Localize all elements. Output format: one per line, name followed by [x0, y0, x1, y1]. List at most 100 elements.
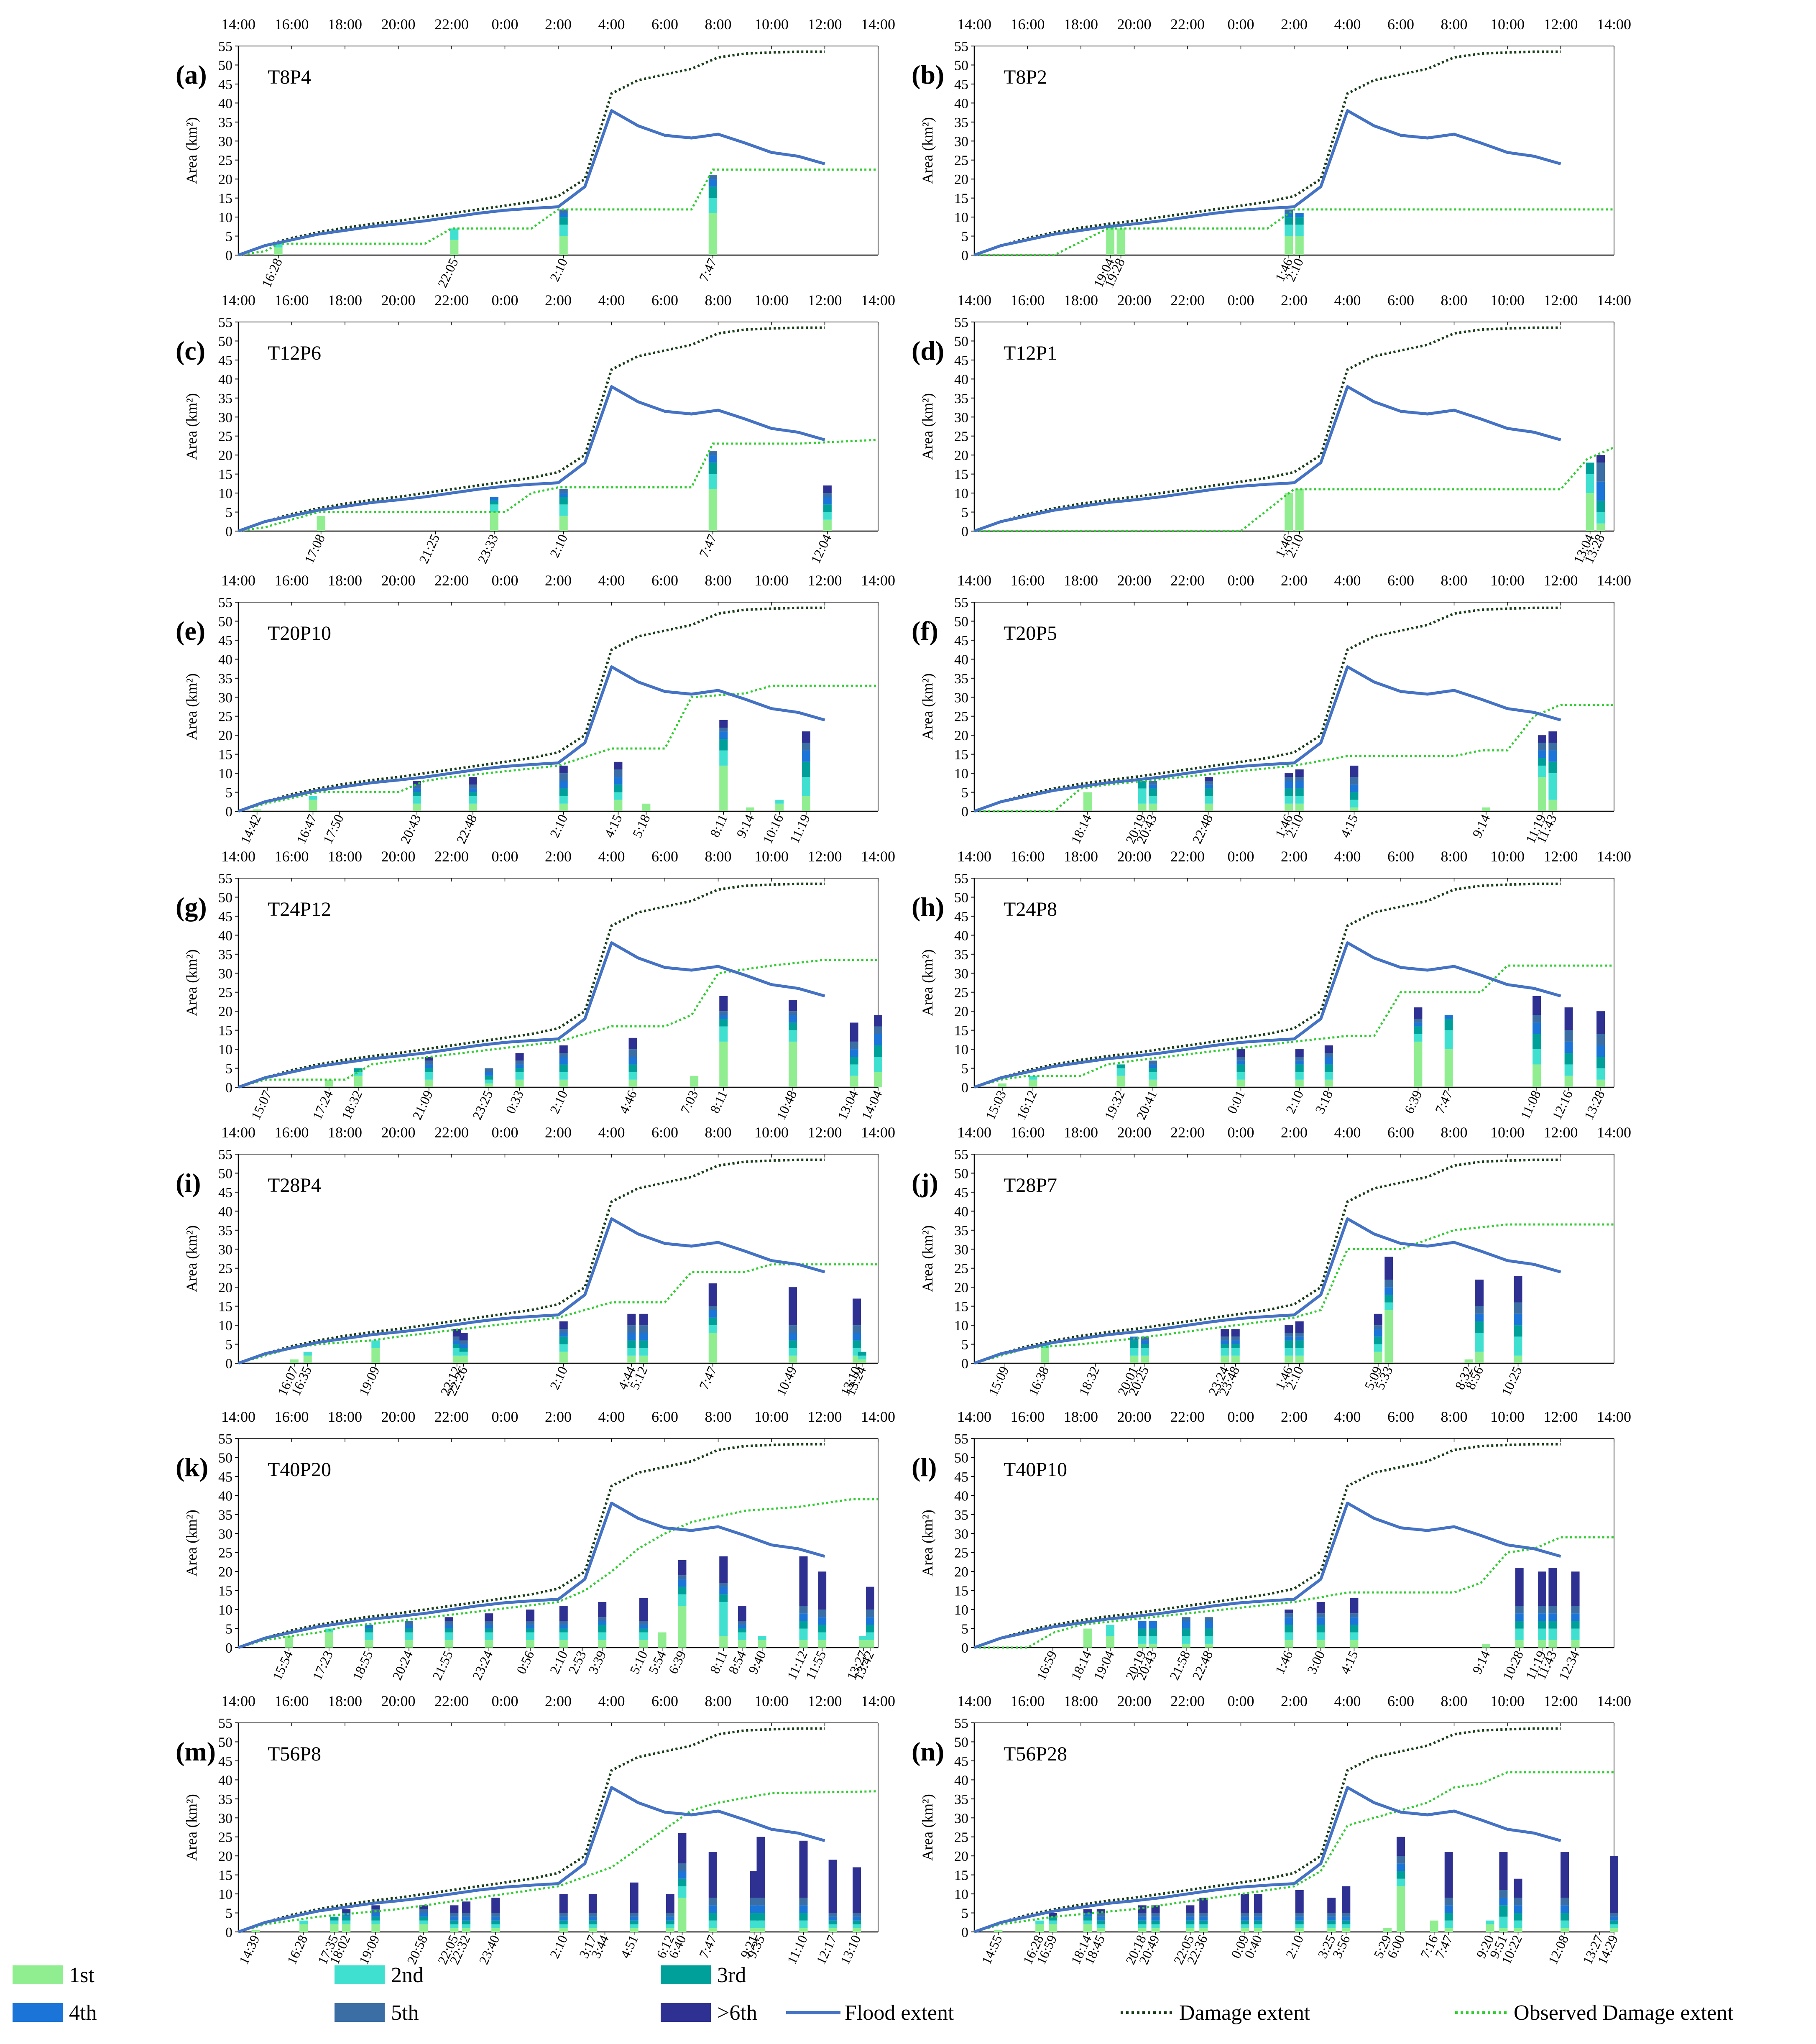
bar-segment-first — [1538, 777, 1546, 811]
bar-segment-sixth_plus — [444, 1617, 453, 1621]
bar-segment-second — [371, 1340, 380, 1348]
bar-segment-fifth — [1564, 1030, 1573, 1042]
bar-segment-first — [690, 1076, 699, 1087]
bar-segment-second — [405, 1632, 413, 1640]
x-tick-label: 20:58 — [404, 1933, 430, 1967]
x-tick-label: 10:25 — [1498, 1364, 1525, 1398]
x-tick-label: 7:47 — [696, 1364, 720, 1392]
y-axis-label: Area (km²) — [183, 1225, 200, 1292]
bar-segment-first — [828, 1928, 837, 1932]
flood-extent-line — [973, 1786, 1561, 1934]
bar-segment-second — [490, 504, 498, 512]
bar-segment-third — [452, 1344, 461, 1348]
bar-segment-first — [1106, 1636, 1115, 1648]
y-tick-label: 50 — [954, 1450, 968, 1466]
y-tick-label: 50 — [218, 58, 232, 73]
bar-segment-first — [874, 1072, 882, 1087]
bar-segment-fifth — [627, 1325, 636, 1333]
chart-panel: 14:00 16:00 18:00 20:00 22:00 0:00 2:00 4:00 6:0… — [912, 1124, 1631, 1398]
y-tick-label: 45 — [954, 1469, 968, 1485]
bar-segment-fourth — [828, 1916, 837, 1921]
bar-segment-sixth_plus — [1324, 1045, 1333, 1053]
bar-segment-fifth — [850, 1041, 858, 1050]
panel-title: T40P10 — [1004, 1459, 1067, 1481]
bar-segment-first — [1374, 1352, 1382, 1363]
legend-swatch-third — [661, 1965, 711, 1984]
bar-segment-first — [450, 240, 459, 255]
bar-segment-fifth — [719, 728, 728, 732]
bar-segment-third — [874, 1045, 882, 1057]
x-tick-label: 8:11 — [707, 1088, 730, 1116]
bar-segment-fifth — [559, 1621, 568, 1625]
bar-segment-second — [303, 1352, 312, 1356]
bar-segment-second — [1499, 1916, 1508, 1928]
bar-segment-second — [799, 1920, 808, 1928]
y-tick-label: 55 — [218, 871, 232, 887]
bar-segment-third — [1342, 1920, 1351, 1924]
top-axis-tick-label: 4:00 — [598, 292, 625, 309]
bar-segment-second — [1236, 1072, 1245, 1080]
x-tick-label: 9:40 — [745, 1648, 769, 1676]
y-tick-label: 50 — [954, 1735, 968, 1750]
bar-segment-fourth — [1182, 1621, 1190, 1629]
bar-segment-first — [1141, 1355, 1149, 1363]
y-tick-label: 40 — [218, 652, 232, 667]
bar-segment-fourth — [666, 1916, 674, 1921]
bar-segment-sixth_plus — [719, 1556, 728, 1583]
bar-segment-first — [1149, 803, 1157, 811]
bar-segment-fourth — [708, 1310, 717, 1318]
top-axis-tick-label: 2:00 — [545, 572, 572, 589]
y-tick-label: 25 — [954, 429, 968, 445]
x-tick-label: 23:24 — [469, 1648, 496, 1682]
x-tick-label: 4:51 — [617, 1933, 641, 1961]
y-tick-label: 45 — [954, 633, 968, 649]
bar-segment-sixth_plus — [789, 1287, 797, 1326]
bar-segment-third — [526, 1628, 535, 1633]
bar-segment-second — [452, 1348, 461, 1356]
top-axis-tick-label: 0:00 — [491, 848, 518, 865]
bar-segment-sixth_plus — [1295, 1890, 1304, 1913]
bar-segment-second — [515, 1072, 524, 1080]
top-axis-tick-label: 12:00 — [807, 16, 842, 33]
bar-segment-first — [462, 1928, 471, 1932]
y-tick-label: 15 — [218, 1868, 232, 1883]
bar-segment-first — [1285, 236, 1293, 255]
bar-segment-sixth_plus — [1083, 1909, 1092, 1913]
y-tick-label: 50 — [954, 334, 968, 349]
legend-label: 2nd — [391, 1963, 424, 1987]
y-axis-label: Area (km²) — [919, 1510, 936, 1576]
bar-segment-third — [1548, 1621, 1557, 1629]
bar-segment-fourth — [1342, 1916, 1351, 1921]
chart-panel: 14:00 16:00 18:00 20:00 22:00 0:00 2:00 4:00 6:0… — [176, 1124, 895, 1398]
y-tick-label: 45 — [218, 1754, 232, 1769]
bar-segment-first — [1316, 1640, 1325, 1648]
chart-panel: 14:00 16:00 18:00 20:00 22:00 0:00 2:00 4:00 6:0… — [176, 292, 895, 566]
bar-segment-third — [1414, 1026, 1423, 1034]
y-tick-label: 30 — [954, 134, 968, 149]
bar-segment-first — [1285, 803, 1293, 811]
bar-segment-first — [799, 1928, 808, 1932]
bar-segment-first — [1040, 1348, 1049, 1363]
bar-segment-first — [419, 1924, 428, 1932]
top-axis-tick-label: 6:00 — [1387, 1408, 1414, 1425]
y-tick-label: 30 — [218, 1811, 232, 1826]
y-tick-label: 55 — [218, 595, 232, 611]
x-tick-label: 16:28 — [259, 256, 285, 290]
bar-segment-sixth_plus — [1231, 1329, 1240, 1337]
bar-segment-second — [719, 1602, 728, 1636]
x-tick-label: 10:49 — [773, 1364, 799, 1398]
bar-segment-third — [708, 1913, 717, 1921]
y-tick-label: 35 — [954, 1792, 968, 1807]
panel-letter: (h) — [912, 892, 944, 922]
bar-segment-first — [628, 1079, 637, 1087]
y-tick-label: 50 — [954, 614, 968, 629]
bar-segment-first — [1199, 1928, 1208, 1932]
bar-segment-third — [628, 1064, 637, 1072]
bar-segment-first — [802, 796, 810, 811]
damage-extent-line — [973, 1443, 1561, 1649]
bar-segment-fourth — [1285, 1336, 1293, 1341]
bar-segment-fifth — [1499, 1890, 1508, 1898]
y-tick-label: 40 — [218, 1488, 232, 1504]
bar-segment-fifth — [708, 1306, 717, 1310]
bar-segment-first — [559, 803, 568, 811]
